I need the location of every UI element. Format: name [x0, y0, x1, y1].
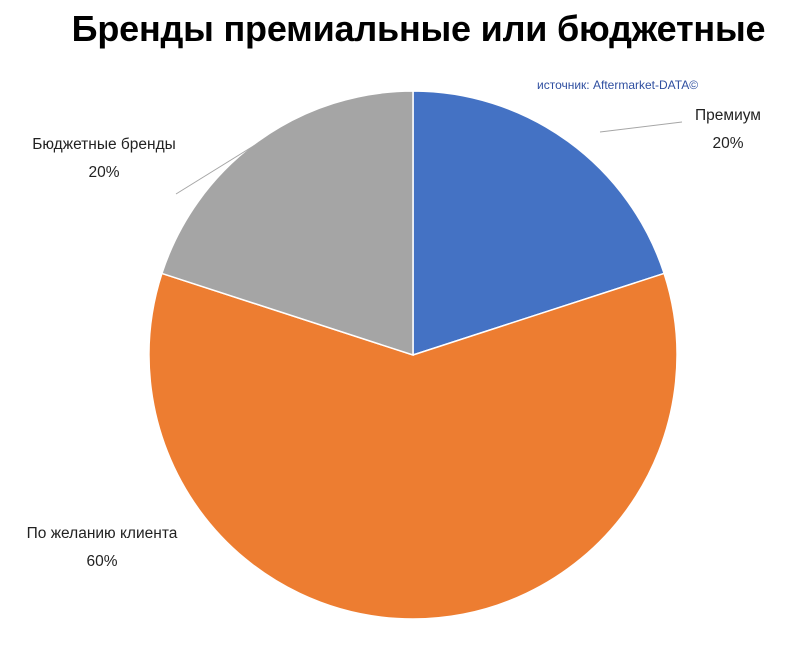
slice-percent-label-1: 20% [712, 135, 743, 152]
pie-slice-3 [160, 90, 414, 357]
pie-slices [148, 90, 678, 620]
slice-name-label-2: По желанию клиента [27, 525, 178, 542]
slice-percent-label-3: 20% [88, 164, 119, 181]
chart-title: Бренды премиальные или бюджетные [71, 8, 766, 49]
pie-slice-2 [148, 272, 678, 620]
pie-slice-1 [412, 90, 666, 357]
slice-percent-label-2: 60% [86, 553, 117, 570]
source-note: источник: Aftermarket-DATA© [537, 78, 699, 92]
leader-line-3 [175, 141, 261, 195]
slice-name-label-3: Бюджетные бренды [32, 136, 176, 153]
slice-labels: Премиум 20% По желанию клиента 60% Бюджетные… [27, 107, 761, 570]
leader-lines [175, 121, 683, 195]
leader-line-1 [599, 121, 683, 133]
slice-name-label-1: Премиум [695, 107, 761, 124]
